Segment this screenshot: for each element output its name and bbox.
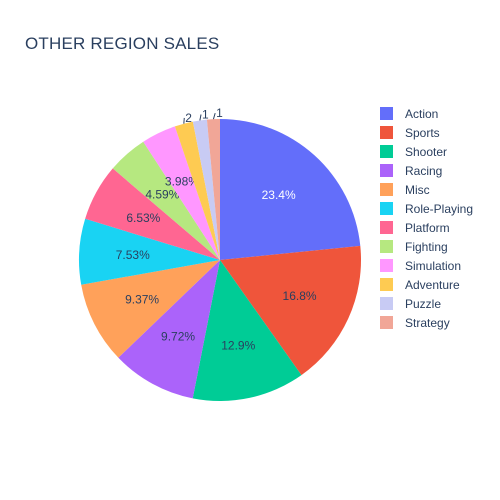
slice-label-puzzle: 1 xyxy=(202,108,209,122)
slice-leader-puzzle xyxy=(199,114,202,121)
legend-label: Action xyxy=(405,106,439,121)
legend-label: Sports xyxy=(405,125,440,140)
legend-swatch xyxy=(380,240,393,253)
legend-item-fighting[interactable]: Fighting xyxy=(380,237,473,256)
pie-slice-misc xyxy=(81,260,221,358)
pie-slice-role-playing xyxy=(79,218,220,285)
legend-item-action[interactable]: Action xyxy=(380,104,473,123)
legend-swatch xyxy=(380,183,393,196)
pie-slice-fighting xyxy=(112,141,220,260)
pie-slice-racing xyxy=(118,260,220,399)
legend-label: Adventure xyxy=(405,277,460,292)
slice-label-racing: 9.72% xyxy=(161,330,195,344)
legend-swatch xyxy=(380,221,393,234)
slice-label-sports: 16.8% xyxy=(283,289,317,303)
legend-swatch xyxy=(380,297,393,310)
slice-label-fighting: 4.59% xyxy=(145,187,179,201)
legend-label: Puzzle xyxy=(405,296,442,311)
legend-swatch xyxy=(380,107,393,120)
slice-label-misc: 9.37% xyxy=(125,293,159,307)
legend-item-misc[interactable]: Misc xyxy=(380,180,473,199)
legend-item-adventure[interactable]: Adventure xyxy=(380,275,473,294)
pie-slice-simulation xyxy=(143,126,220,260)
legend-item-strategy[interactable]: Strategy xyxy=(380,313,473,332)
legend-item-shooter[interactable]: Shooter xyxy=(380,142,473,161)
legend-label: Simulation xyxy=(405,258,462,273)
legend-label: Strategy xyxy=(405,315,450,330)
pie-slice-sports xyxy=(220,245,361,376)
slice-label-adventure: 2 xyxy=(185,111,192,125)
legend-label: Racing xyxy=(405,163,443,178)
pie-slice-shooter xyxy=(192,260,302,401)
legend-swatch xyxy=(380,145,393,158)
slice-label-role-playing: 7.53% xyxy=(116,248,150,262)
pie-slice-adventure xyxy=(174,121,220,260)
legend-label: Platform xyxy=(405,220,450,235)
legend-swatch xyxy=(380,164,393,177)
pie-slice-puzzle xyxy=(192,119,220,261)
legend-item-sports[interactable]: Sports xyxy=(380,123,473,142)
legend-item-role-playing[interactable]: Role-Playing xyxy=(380,199,473,218)
legend-swatch xyxy=(380,126,393,139)
legend-item-simulation[interactable]: Simulation xyxy=(380,256,473,275)
pie-slice-action xyxy=(220,119,361,260)
legend-swatch xyxy=(380,259,393,272)
slice-label-platform: 6.53% xyxy=(126,211,160,225)
legend-item-puzzle[interactable]: Puzzle xyxy=(380,294,473,313)
legend-label: Misc xyxy=(405,182,430,197)
legend-swatch xyxy=(380,316,393,329)
legend-label: Role-Playing xyxy=(405,201,474,216)
legend-swatch xyxy=(380,202,393,215)
legend: Action Sports Shooter Racing Misc Role-Playin… xyxy=(380,104,473,332)
slice-label-simulation: 3.98% xyxy=(165,174,199,188)
legend-swatch xyxy=(380,278,393,291)
slice-leader-strategy xyxy=(212,113,216,120)
legend-label: Shooter xyxy=(405,144,448,159)
chart-title: OTHER REGION SALES xyxy=(25,34,220,53)
legend-label: Fighting xyxy=(405,239,448,254)
legend-item-racing[interactable]: Racing xyxy=(380,161,473,180)
slice-label-strategy: 1 xyxy=(216,106,223,120)
pie-slice-strategy xyxy=(206,119,220,260)
legend-item-platform[interactable]: Platform xyxy=(380,218,473,237)
slice-label-action: 23.4% xyxy=(262,188,296,202)
slice-label-shooter: 12.9% xyxy=(221,338,255,352)
pie-slice-platform xyxy=(85,168,220,260)
